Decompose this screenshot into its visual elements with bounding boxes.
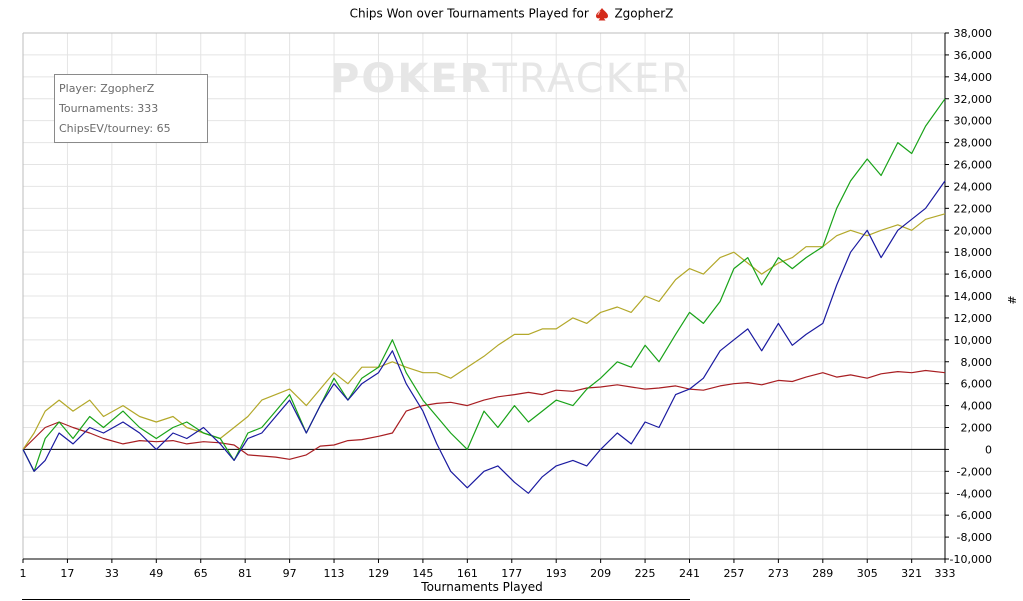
spade-icon [595,7,608,20]
player-name: ZgopherZ [614,6,674,21]
y-tick-label: 8,000 [961,356,993,369]
y-tick-label: -8,000 [957,531,992,544]
x-tick-label: 33 [105,567,119,580]
y-tick-label: 34,000 [954,71,993,84]
x-tick-label: 193 [546,567,567,580]
axis-layer [22,32,949,563]
y-tick-label: -4,000 [957,487,992,500]
y-tick-label: 22,000 [954,202,993,215]
x-tick-label: 81 [238,567,252,580]
y-tick-label: 36,000 [954,49,993,62]
y-tick-label: 12,000 [954,312,993,325]
x-tick-label: 273 [768,567,789,580]
x-axis-label: Tournaments Played [421,580,543,594]
y-tick-label: 18,000 [954,246,993,259]
x-tick-label: 65 [194,567,208,580]
x-tick-label: 49 [149,567,163,580]
y-tick-label: -6,000 [957,509,992,522]
y-tick-label: 26,000 [954,159,993,172]
x-tick-label: 145 [412,567,433,580]
info-chipsev: ChipsEV/tourney: 65 [59,122,171,135]
chart-title-text: Chips Won over Tournaments Played for [349,6,589,21]
x-tick-label: 161 [457,567,478,580]
y-tick-label: 28,000 [954,137,993,150]
x-tick-label: 17 [60,567,74,580]
info-tournaments: Tournaments: 333 [59,102,159,115]
y-tick-label: 24,000 [954,180,993,193]
y-tick-label: 38,000 [954,27,993,40]
y-tick-label: 32,000 [954,93,993,106]
x-tick-label: 225 [635,567,656,580]
series-line-1 [22,180,946,494]
series-line-3 [22,369,946,460]
x-tick-label: 1 [20,567,27,580]
tick-layer: -10,000 -8,000 -6,000 -4,000 -2,000 0 2,000 4,0… [20,27,1019,580]
y-tick-label: -10,000 [950,553,992,566]
footer-divider [22,599,690,600]
x-tick-label: 321 [901,567,922,580]
y-tick-label: 0 [985,443,992,456]
info-player: Player: ZgopherZ [59,82,155,95]
player-info-box: Player: ZgopherZ Tournaments: 333 ChipsE… [54,74,208,143]
series-layer [22,98,946,494]
x-tick-label: 257 [723,567,744,580]
y-tick-label: 2,000 [961,422,993,435]
y-tick-label: 20,000 [954,224,993,237]
x-tick-label: 289 [812,567,833,580]
y-tick-label: 16,000 [954,268,993,281]
y-tick-label: 30,000 [954,115,993,128]
y-tick-label: 4,000 [961,400,993,413]
chart-title: Chips Won over Tournaments Played for Zg… [0,6,1023,21]
x-tick-label: 97 [283,567,297,580]
y-tick-label: 6,000 [961,378,993,391]
x-tick-label: 209 [590,567,611,580]
x-tick-label: 241 [679,567,700,580]
x-tick-label: 113 [324,567,345,580]
x-tick-label: 305 [857,567,878,580]
series-line-0 [22,98,946,472]
watermark-light: TRACKER [492,56,691,102]
y-tick-label: -2,000 [957,465,992,478]
y-tick-label: 10,000 [954,334,993,347]
series-line-2 [22,213,946,450]
watermark-bold: POKER [330,56,493,102]
x-tick-label: 177 [501,567,522,580]
y-tick-label: 14,000 [954,290,993,303]
x-tick-label: 129 [368,567,389,580]
x-tick-label: 333 [935,567,956,580]
pokertracker-watermark: POKERTRACKER [330,56,691,102]
y-axis-label: # [1005,295,1018,304]
